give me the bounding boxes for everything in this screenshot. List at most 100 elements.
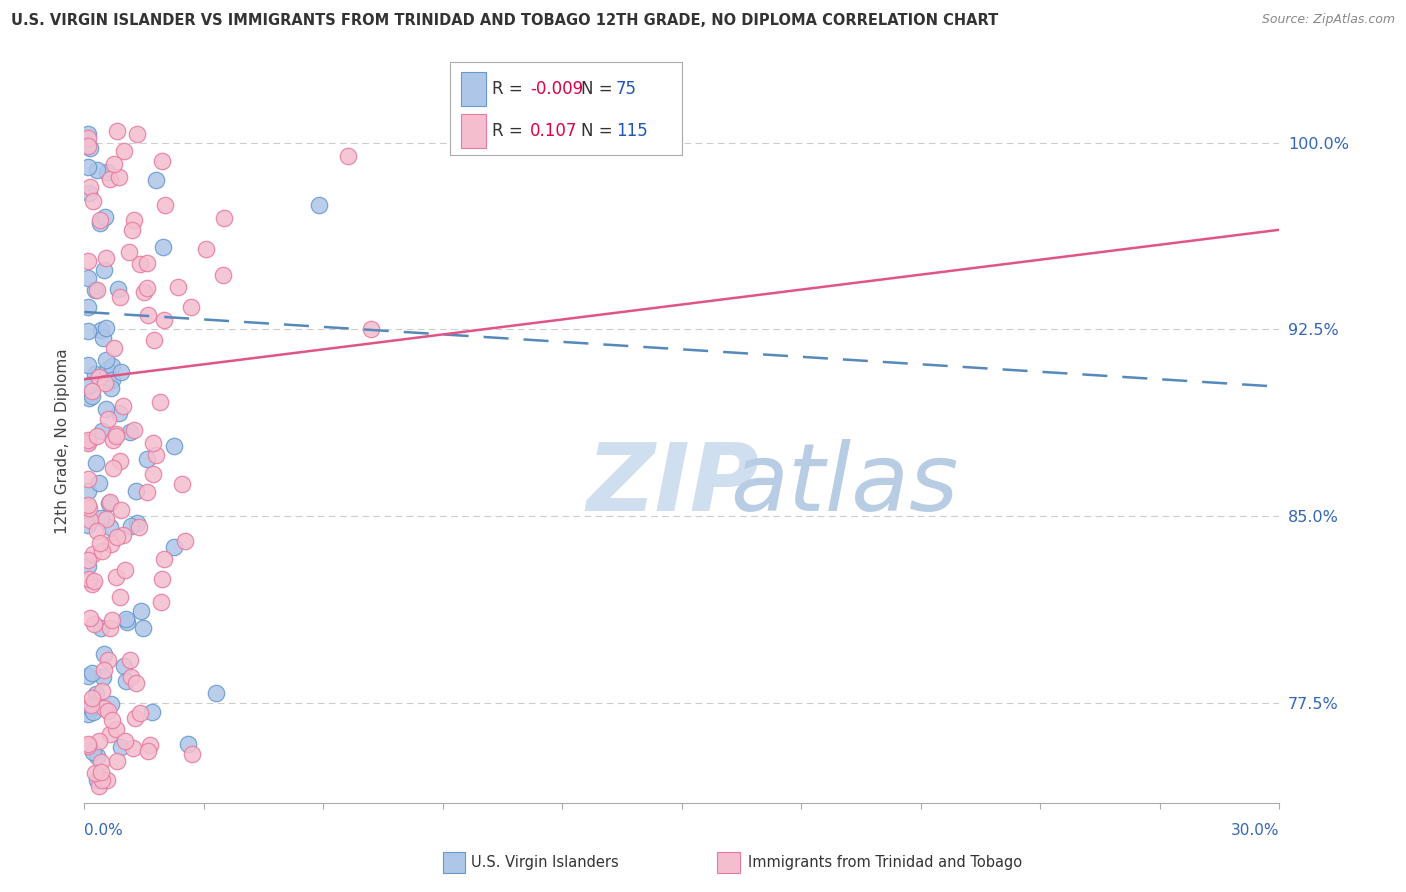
- Text: Immigrants from Trinidad and Tobago: Immigrants from Trinidad and Tobago: [748, 855, 1022, 870]
- Point: [89, 771, 111, 785]
- Point: [91, 670, 114, 684]
- Point: [77, 127, 100, 141]
- Point: [122, 213, 145, 227]
- Point: [96, 362, 118, 376]
- Point: [96, 165, 118, 179]
- Text: -0.009: -0.009: [530, 80, 583, 98]
- Point: [136, 308, 159, 322]
- Point: [150, 153, 173, 168]
- Text: R =: R =: [492, 122, 529, 140]
- Text: 75: 75: [616, 80, 637, 98]
- Point: [77, 300, 100, 314]
- Point: [136, 256, 159, 270]
- Point: [79, 378, 101, 392]
- Point: [90, 755, 112, 769]
- Point: [122, 741, 145, 756]
- Point: [101, 433, 124, 447]
- Point: [90, 510, 112, 524]
- Point: [77, 559, 100, 574]
- Point: [153, 313, 176, 327]
- Point: [167, 279, 190, 293]
- Point: [149, 394, 172, 409]
- Point: [82, 384, 104, 398]
- Point: [110, 365, 132, 379]
- Point: [97, 704, 120, 718]
- Point: [82, 577, 104, 591]
- Point: [82, 547, 104, 561]
- Point: [79, 611, 101, 625]
- Point: [77, 434, 100, 448]
- Point: [94, 251, 117, 265]
- Point: [129, 706, 152, 721]
- Point: [86, 162, 108, 177]
- Point: [108, 290, 131, 304]
- Point: [336, 149, 359, 163]
- Point: [83, 283, 105, 297]
- Point: [125, 127, 148, 141]
- Point: [77, 139, 100, 153]
- Point: [101, 461, 124, 475]
- Point: [114, 612, 136, 626]
- Point: [90, 684, 112, 698]
- Point: [172, 477, 194, 491]
- Text: U.S. Virgin Islanders: U.S. Virgin Islanders: [471, 855, 619, 870]
- Point: [77, 392, 100, 406]
- Point: [180, 300, 202, 314]
- Point: [110, 740, 132, 755]
- Point: [94, 211, 117, 225]
- Point: [152, 240, 174, 254]
- Text: ZIP: ZIP: [586, 439, 759, 531]
- Point: [82, 194, 104, 209]
- Point: [205, 686, 228, 700]
- Point: [128, 520, 150, 534]
- Point: [142, 436, 165, 450]
- Point: [101, 359, 124, 373]
- Point: [108, 170, 131, 185]
- Point: [111, 528, 134, 542]
- Point: [101, 613, 124, 627]
- Point: [87, 369, 110, 384]
- Point: [80, 699, 103, 714]
- Point: [150, 572, 173, 586]
- Text: N =: N =: [581, 80, 617, 98]
- Text: N =: N =: [581, 122, 617, 140]
- Point: [77, 573, 100, 587]
- Point: [118, 652, 141, 666]
- Point: [112, 144, 135, 158]
- Point: [111, 399, 134, 413]
- Point: [135, 451, 157, 466]
- Point: [101, 373, 124, 387]
- Point: [91, 424, 114, 438]
- Point: [145, 173, 167, 187]
- Point: [107, 282, 129, 296]
- Point: [177, 737, 200, 751]
- Point: [308, 197, 330, 211]
- Point: [86, 773, 108, 788]
- Point: [89, 217, 111, 231]
- Point: [145, 448, 167, 462]
- Point: [152, 551, 174, 566]
- Point: [163, 439, 186, 453]
- Point: [127, 516, 149, 530]
- Point: [142, 467, 165, 481]
- Point: [91, 543, 114, 558]
- Point: [105, 427, 128, 442]
- Point: [98, 519, 121, 533]
- Point: [94, 376, 117, 390]
- Point: [114, 733, 136, 747]
- Point: [100, 537, 122, 551]
- Point: [77, 358, 100, 372]
- Point: [134, 285, 156, 300]
- Point: [77, 484, 100, 499]
- Point: [101, 713, 124, 727]
- Point: [212, 211, 235, 226]
- Point: [83, 574, 105, 588]
- Point: [77, 737, 100, 751]
- Point: [91, 331, 114, 345]
- Point: [98, 172, 121, 186]
- Point: [86, 284, 108, 298]
- Point: [120, 518, 142, 533]
- Point: [89, 535, 111, 549]
- Point: [77, 435, 100, 450]
- Point: [136, 744, 159, 758]
